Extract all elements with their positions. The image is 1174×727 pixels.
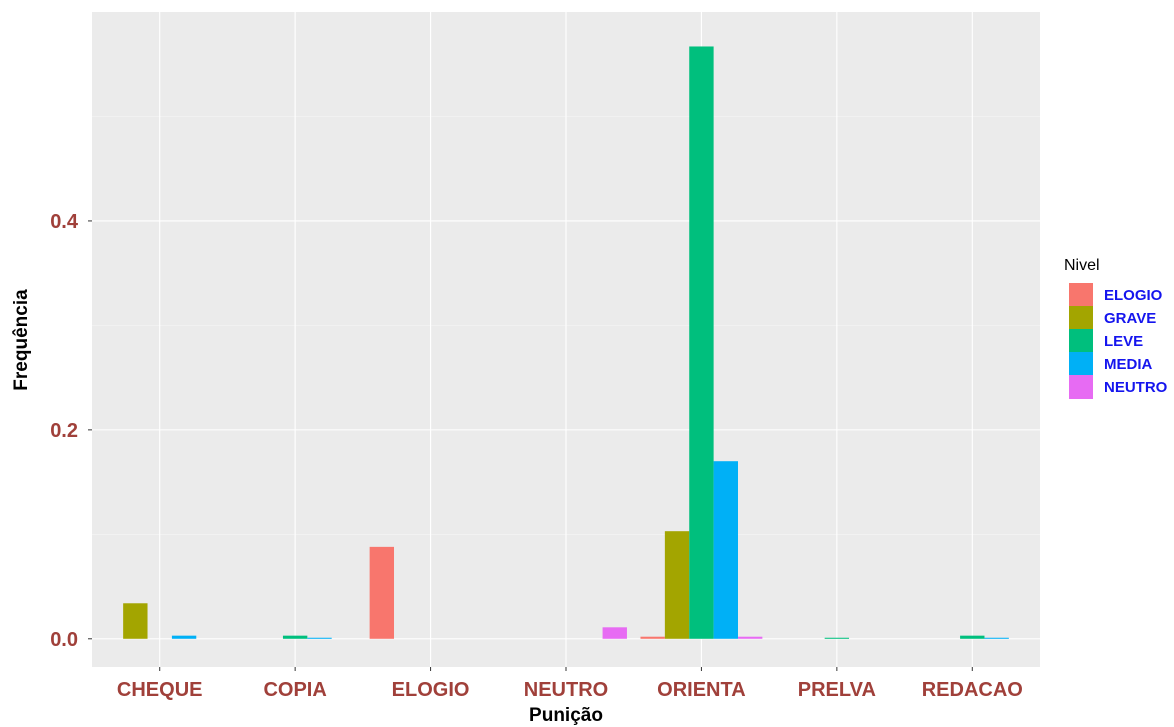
bar-media-copia (307, 637, 332, 639)
y-axis-title: Frequência (11, 289, 32, 391)
legend-label-neutro: NEUTRO (1104, 379, 1168, 396)
bar-leve-copia (282, 635, 308, 639)
bar-leve-redacao (960, 635, 985, 639)
legend-label-grave: GRAVE (1104, 310, 1156, 327)
bar-leve-orienta (689, 46, 714, 639)
bar-neutro-neutro (602, 627, 627, 639)
legend-label-media: MEDIA (1104, 356, 1153, 373)
bar-elogio-orienta (640, 636, 665, 639)
legend-key-neutro (1069, 375, 1093, 399)
legend: Nivel ELOGIO GRAVE LEVE MEDIA NEUTRO (1064, 257, 1168, 399)
y-tick-label: 0.4 (50, 211, 79, 233)
legend-key-grave (1069, 306, 1093, 330)
bars (123, 46, 1009, 639)
x-tick-label: PRELVA (798, 679, 876, 701)
bar-media-redacao (984, 637, 1009, 639)
x-tick-label: COPIA (263, 679, 326, 701)
bar-grave-orienta (664, 531, 690, 639)
bar-neutro-orienta (737, 636, 763, 639)
y-axis-ticks: 0.0 0.2 0.4 (50, 211, 92, 651)
x-axis-title: Punição (529, 705, 603, 726)
y-tick-label: 0.0 (50, 629, 78, 651)
y-tick-label: 0.2 (50, 420, 78, 442)
x-tick-label: ELOGIO (392, 679, 470, 701)
bar-elogio-elogio (369, 546, 395, 639)
legend-label-elogio: ELOGIO (1104, 287, 1163, 304)
legend-key-media (1069, 352, 1093, 376)
legend-label-leve: LEVE (1104, 333, 1143, 350)
x-tick-label: ORIENTA (657, 679, 746, 701)
bar-grave-cheque (123, 603, 148, 639)
bar-leve-prelva (824, 637, 850, 639)
bar-media-orienta (713, 461, 738, 639)
bar-media-cheque (171, 635, 197, 639)
x-tick-label: REDACAO (922, 679, 1023, 701)
legend-title: Nivel (1064, 257, 1100, 274)
x-tick-label: CHEQUE (117, 679, 203, 701)
legend-key-leve (1069, 329, 1093, 353)
x-tick-label: NEUTRO (524, 679, 608, 701)
legend-key-elogio (1069, 283, 1093, 307)
x-axis-ticks: CHEQUE COPIA ELOGIO NEUTRO ORIENTA PRELVA REDA… (117, 667, 1023, 701)
